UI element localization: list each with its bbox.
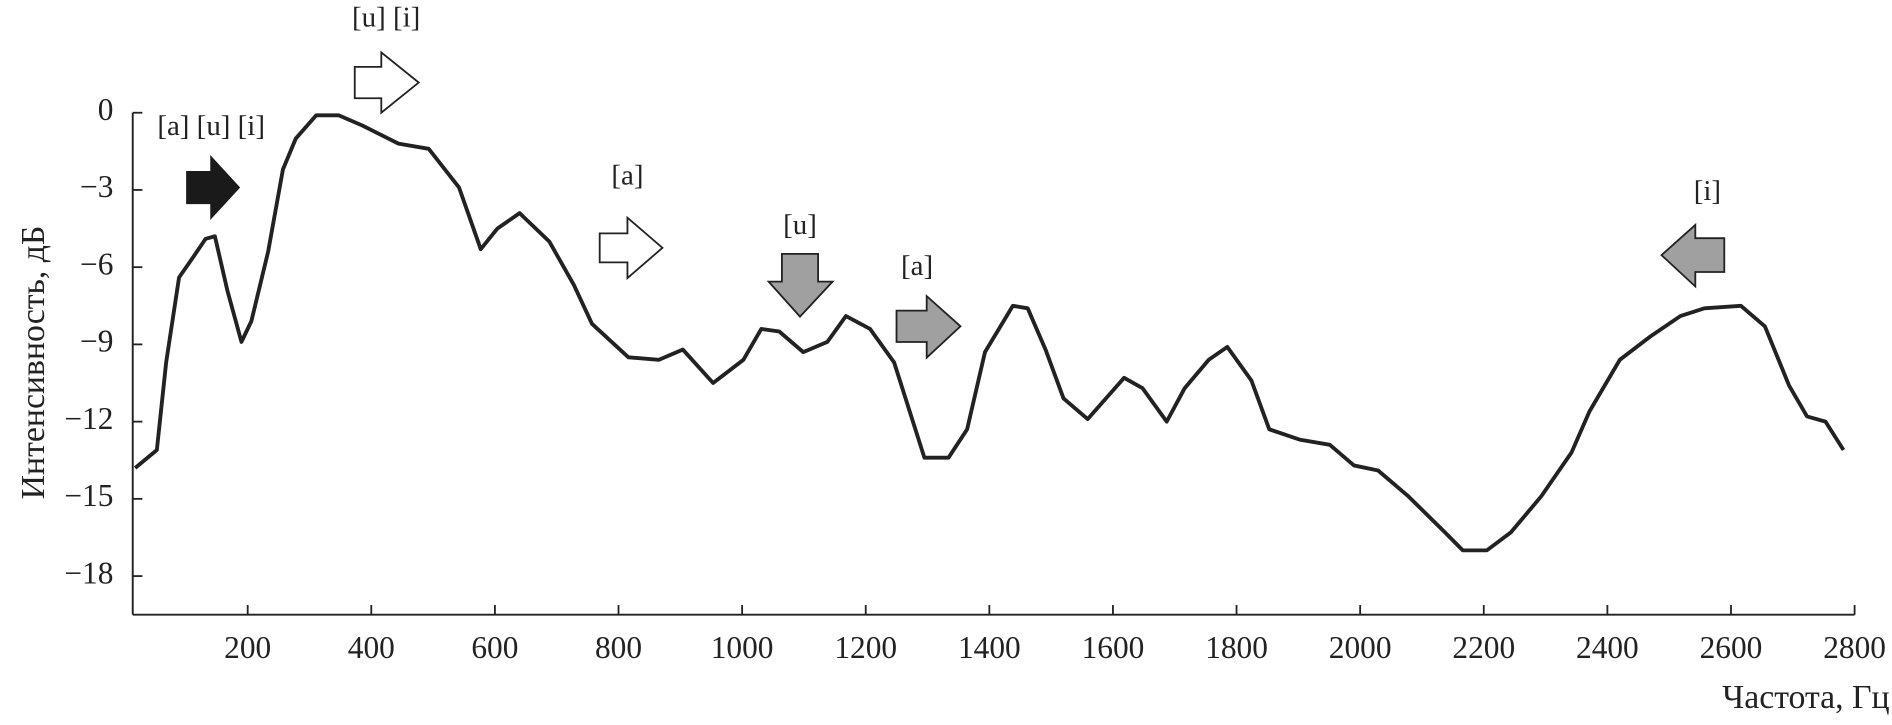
y-axis-title: Интенсивность, дБ: [15, 226, 52, 500]
x-tick-label: 1200: [834, 630, 897, 665]
x-tick-label: 2000: [1329, 630, 1392, 665]
annotation: [a]: [901, 250, 933, 282]
x-axis-title: Частота, Гц: [1722, 679, 1889, 716]
x-tick-label: 800: [595, 630, 642, 665]
arrow: [1660, 222, 1726, 289]
annotation: [u] [i]: [352, 1, 420, 33]
x-tick-label: 600: [471, 630, 518, 665]
x-tick-label: 2400: [1576, 630, 1639, 665]
x-tick-label: 400: [348, 630, 395, 665]
x-tick-label: 2800: [1823, 630, 1886, 665]
arrow: [766, 252, 835, 318]
x-tick-label: 1400: [958, 630, 1021, 665]
arrow: [598, 215, 664, 281]
y-tick-label: −9: [80, 324, 113, 359]
arrow: [895, 294, 962, 360]
x-tick-label: 2200: [1452, 630, 1515, 665]
y-tick-label: −15: [64, 478, 113, 513]
y-tick-label: −12: [64, 401, 113, 436]
y-tick-label: −6: [80, 246, 113, 281]
annotation: [a]: [611, 160, 643, 192]
x-tick-label: 1000: [711, 630, 774, 665]
y-tick-label: 0: [98, 92, 114, 127]
annotation: [u]: [783, 209, 817, 241]
x-tick-label: 1800: [1205, 630, 1268, 665]
arrow: [353, 50, 421, 115]
y-tick-label: −18: [64, 555, 113, 590]
x-tick-label: 1600: [1082, 630, 1145, 665]
annotation: [a] [u] [i]: [157, 110, 265, 142]
y-tick-label: −3: [80, 169, 113, 204]
line: [133, 113, 1846, 553]
x-tick-label: 2600: [1700, 630, 1763, 665]
annotation: [i]: [1694, 175, 1721, 207]
arrow: [186, 155, 241, 221]
x-tick-label: 200: [224, 630, 271, 665]
